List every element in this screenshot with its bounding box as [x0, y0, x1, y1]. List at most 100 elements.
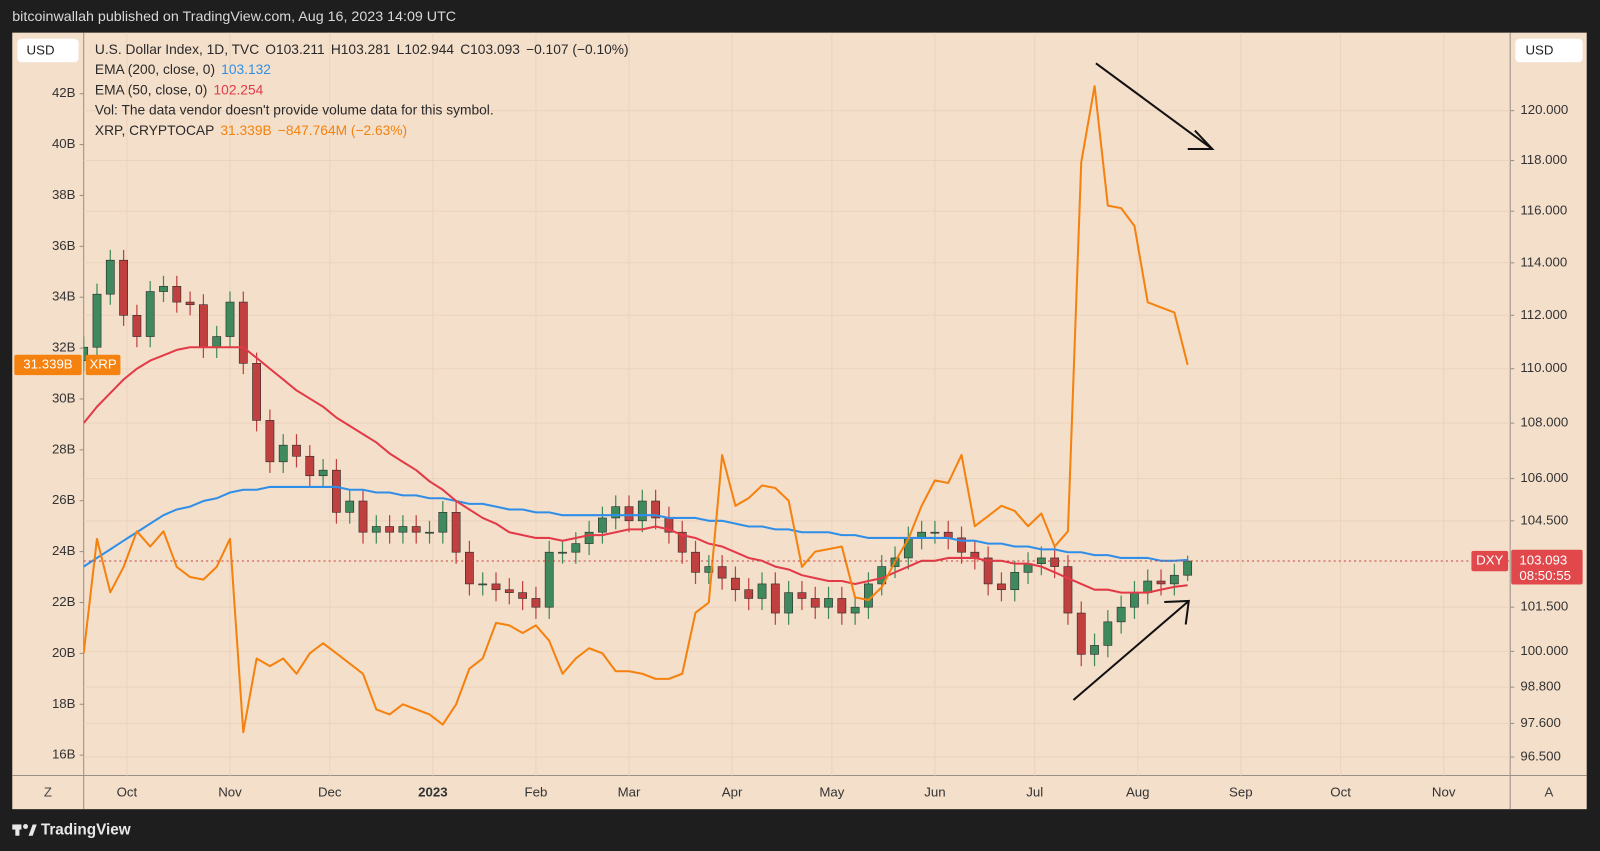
candle-body	[212, 336, 222, 348]
y2-tick-label: 101.500	[1520, 599, 1568, 614]
legend-title: U.S. Dollar Index, 1D, TVC	[95, 42, 259, 57]
y-tick-label: 40B	[52, 136, 76, 151]
candle-body	[1143, 580, 1153, 593]
candle-body	[305, 455, 315, 477]
candle-body	[784, 592, 794, 614]
candle-body	[997, 583, 1006, 591]
logo-part	[15, 824, 20, 836]
y-tick-label: 28B	[52, 441, 76, 456]
legend-value: −847.764M (−2.63%)	[278, 122, 407, 137]
panel	[12, 32, 1587, 810]
currency-button[interactable]	[17, 38, 79, 63]
candle-body	[1156, 580, 1166, 585]
candle-body	[225, 301, 235, 337]
candle-body	[425, 531, 434, 534]
legend-title: XRP, CRYPTOCAP	[95, 122, 214, 137]
y-tick-label: 32B	[52, 340, 76, 355]
candle-body	[611, 506, 621, 519]
series-line	[83, 485, 1188, 568]
y2-tick-label: 114.000	[1520, 254, 1567, 269]
auto-button[interactable]: A	[1545, 784, 1554, 799]
arrow-head	[1164, 599, 1190, 625]
y2-tick-label: 110.000	[1520, 360, 1567, 375]
header: bitcoinwallah published on TradingView.c…	[12, 9, 456, 25]
symbol-badge-label: XRP	[89, 356, 116, 371]
candle-body	[345, 500, 355, 513]
candle-body	[837, 598, 847, 614]
legend-value: 103.132	[221, 62, 271, 77]
candle-body	[172, 285, 182, 303]
arrow-up	[1072, 600, 1190, 701]
y-tick-label: 34B	[52, 289, 76, 304]
x-tick-label: Feb	[524, 784, 547, 799]
y2-tick-label: 104.500	[1520, 512, 1568, 527]
price-badge-countdown: 08:50:55	[1519, 568, 1571, 583]
candle-body	[332, 469, 341, 513]
candle-body	[571, 543, 581, 553]
candle-body	[877, 566, 887, 585]
candle-body	[544, 551, 554, 608]
legend-value: 102.254	[214, 82, 264, 97]
candle-body	[677, 531, 687, 553]
currency-label[interactable]: USD	[1525, 43, 1553, 58]
candle-body	[717, 566, 727, 579]
candle-body	[451, 512, 461, 553]
price-badge-value: 103.093	[1519, 553, 1567, 568]
y2-tick-label: 97.600	[1520, 715, 1561, 730]
candle-body	[1090, 645, 1099, 655]
logo-part	[28, 824, 37, 836]
candle-body	[504, 589, 514, 593]
y2-tick-label: 116.000	[1520, 203, 1567, 218]
candle-body	[1050, 557, 1060, 567]
candle-body	[1116, 606, 1126, 623]
candle-body	[1103, 621, 1113, 646]
candle-body	[185, 301, 195, 306]
logo-part	[23, 824, 28, 829]
annotation-arrows	[1072, 62, 1215, 701]
candle-body	[531, 598, 541, 608]
currency-button[interactable]	[1515, 38, 1583, 63]
currency-label[interactable]: USD	[27, 43, 55, 58]
candle-body	[1183, 560, 1193, 576]
x-tick-label: May	[819, 784, 844, 799]
price-badge-value: 31.339B	[23, 356, 73, 371]
legend-value: O103.211	[265, 42, 324, 57]
candle-body	[810, 598, 820, 608]
x-tick-label: Jul	[1026, 784, 1043, 799]
candle-body	[83, 346, 89, 361]
symbol-badge	[85, 354, 121, 376]
x-tick-label: Jun	[924, 784, 945, 799]
candle-body	[292, 444, 301, 457]
candle-body	[252, 363, 261, 421]
y2-tick-label: 100.000	[1520, 643, 1568, 658]
legend-entry: U.S. Dollar Index, 1D, TVC O103.211 H103.2…	[95, 42, 629, 57]
zoom-button[interactable]: Z	[44, 784, 52, 799]
y2-tick-label: 112.000	[1520, 307, 1567, 322]
candle-body	[584, 531, 594, 544]
y2-tick-label: 96.500	[1520, 748, 1561, 763]
candle-body	[119, 259, 128, 316]
candle-body	[199, 304, 208, 348]
y-tick-label: 26B	[52, 492, 76, 507]
x-tick-label: 2023	[418, 784, 447, 799]
candle-body	[491, 583, 501, 591]
y-tick-label: 16B	[52, 747, 76, 762]
symbol-badge-label: DXY	[1476, 553, 1503, 568]
x-tick-label: Sep	[1229, 784, 1253, 799]
candle-body	[957, 537, 966, 553]
legend-value: −0.107 (−0.10%)	[526, 42, 629, 57]
y-tick-label: 38B	[52, 187, 76, 202]
price-badge	[1511, 549, 1583, 585]
candle-body	[278, 444, 288, 463]
candle-body	[371, 526, 381, 533]
candle-body	[478, 583, 488, 586]
y2-tick-label: 120.000	[1520, 102, 1568, 117]
candle-body	[651, 500, 661, 519]
x-tick-label: Dec	[318, 784, 342, 799]
legend-value: H103.281	[331, 42, 391, 57]
candle-body	[318, 469, 328, 477]
candle-body	[744, 589, 754, 599]
candle-body	[145, 291, 155, 337]
